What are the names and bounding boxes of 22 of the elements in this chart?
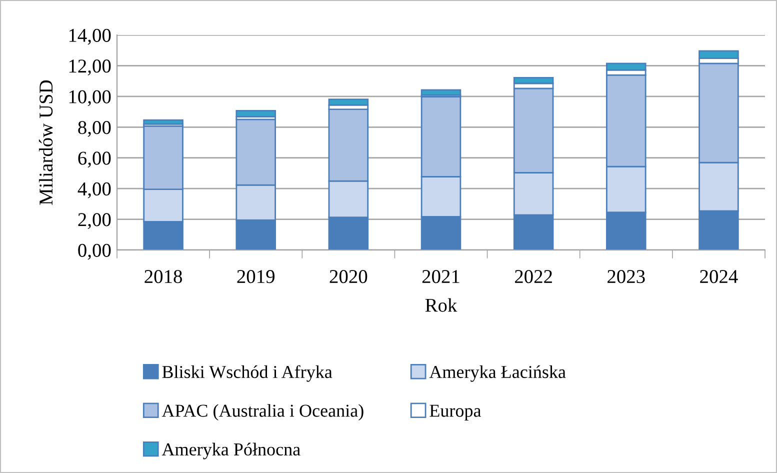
x-tick-label: 2019 xyxy=(237,270,275,284)
x-tick-label: 2021 xyxy=(422,270,460,284)
x-tick-label: 2020 xyxy=(330,270,368,284)
x-tick-label: 2023 xyxy=(608,270,645,284)
y-tick-label: 0,00 xyxy=(78,244,111,260)
x-tick-label: 2022 xyxy=(514,270,552,284)
y-axis-title: Miliardów USD xyxy=(38,80,53,205)
y-tick-label: 10,00 xyxy=(69,90,111,106)
legend-label: Ameryka Łacińska xyxy=(429,365,566,382)
legend-label: Europa xyxy=(430,404,482,420)
y-tick-label: 14,00 xyxy=(69,28,111,45)
y-tick-label: 4,00 xyxy=(78,182,111,198)
y-tick-label: 6,00 xyxy=(78,152,111,168)
legend-label: Ameryka Północna xyxy=(162,442,300,460)
x-axis-title: Rok xyxy=(425,298,458,312)
y-tick-label: 8,00 xyxy=(78,120,111,137)
y-tick-label: 2,00 xyxy=(78,213,111,230)
legend-label: Bliski Wschód i Afryka xyxy=(162,365,332,382)
y-tick-label: 12,00 xyxy=(69,60,111,76)
legend-label: APAC (Australia i Oceania) xyxy=(162,404,364,420)
x-tick-label: 2024 xyxy=(700,270,738,284)
x-tick-label: 2018 xyxy=(144,270,182,284)
